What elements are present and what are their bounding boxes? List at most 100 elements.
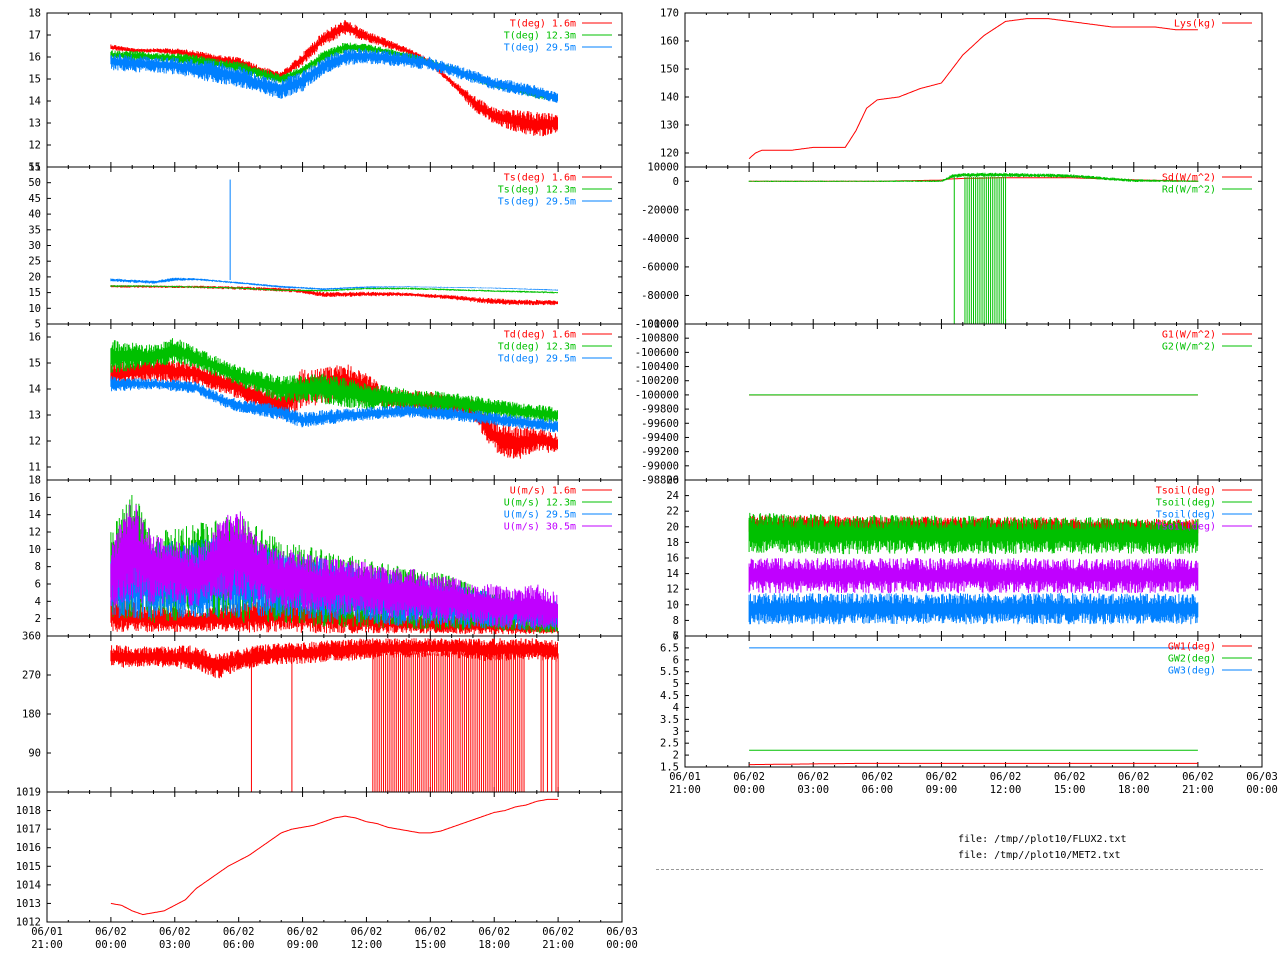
series-band xyxy=(110,638,558,679)
series-gw-0 xyxy=(749,762,1198,766)
x-tick-label: 06/02 xyxy=(862,771,894,783)
x-tick-label: 06/02 xyxy=(478,926,510,938)
y-tick-label: 20 xyxy=(28,271,41,283)
y-tick-label: 10 xyxy=(28,544,41,556)
panel-tsoil: 68101214161820222426Tsoil(deg)Tsoil(deg)… xyxy=(666,475,1263,643)
series-band xyxy=(748,558,1199,594)
series-band xyxy=(110,48,558,103)
y-tick-label: 22 xyxy=(666,506,679,518)
y-tick-label: -100200 xyxy=(635,375,679,387)
y-tick-label: 1012 xyxy=(16,917,41,929)
x-tick-label: 06/02 xyxy=(1118,771,1150,783)
series-ts-2 xyxy=(110,277,558,291)
x-tick-label: 00:00 xyxy=(733,784,765,796)
y-tick-label: -40000 xyxy=(641,233,679,245)
y-tick-label: 8 xyxy=(673,615,679,627)
series-tsoil-2 xyxy=(748,593,1199,625)
y-tick-label: 5 xyxy=(673,678,679,690)
y-tick-label: 1013 xyxy=(16,898,41,910)
legend-label: T(deg) 12.3m xyxy=(504,31,576,42)
legend-label: U(m/s) 1.6m xyxy=(510,486,576,497)
legend-label: Td(deg) 1.6m xyxy=(504,330,576,341)
x-tick-label: 06/02 xyxy=(990,771,1022,783)
y-tick-label: -98800 xyxy=(641,475,679,487)
separator-line xyxy=(656,869,1263,870)
x-tick-label: 00:00 xyxy=(1246,784,1278,796)
y-tick-label: 7 xyxy=(673,631,679,643)
x-tick-label: 06/02 xyxy=(223,926,255,938)
series-t-2 xyxy=(110,48,558,103)
x-tick-label: 09:00 xyxy=(287,939,319,951)
y-tick-label: 4 xyxy=(35,596,41,608)
x-tick-label: 06/01 xyxy=(31,926,63,938)
y-tick-label: 1019 xyxy=(16,787,41,799)
series-band xyxy=(748,512,1199,555)
series-td-2 xyxy=(110,376,558,433)
y-tick-label: 6 xyxy=(673,654,679,666)
panel-frame xyxy=(46,791,623,923)
y-tick-label: 3 xyxy=(673,726,679,738)
legend-label: G1(W/m^2) xyxy=(1162,330,1216,341)
legend-label: Tsoil(deg) xyxy=(1156,522,1216,533)
y-tick-label: 170 xyxy=(660,8,679,20)
x-tick-label: 18:00 xyxy=(1118,784,1150,796)
y-tick-label: -99200 xyxy=(641,446,679,458)
y-tick-label: 18 xyxy=(28,8,41,20)
y-tick-label: 1014 xyxy=(16,879,41,891)
y-tick-label: 1015 xyxy=(16,861,41,873)
legend-label: Tsoil(deg) xyxy=(1156,498,1216,509)
y-tick-label: 15 xyxy=(28,358,41,370)
y-tick-label: 140 xyxy=(660,92,679,104)
series-band xyxy=(110,338,558,422)
y-tick-label: -99800 xyxy=(641,404,679,416)
x-tick-label: 21:00 xyxy=(542,939,574,951)
y-tick-label: 18 xyxy=(666,537,679,549)
y-tick-label: 0 xyxy=(673,176,679,188)
x-tick-label: 15:00 xyxy=(415,939,447,951)
y-tick-label: 1016 xyxy=(16,842,41,854)
y-tick-label: -100400 xyxy=(635,361,679,373)
x-tick-label: 06/02 xyxy=(415,926,447,938)
x-tick-label: 21:00 xyxy=(669,784,701,796)
y-tick-label: 26 xyxy=(666,475,679,487)
legend-label: G2(W/m^2) xyxy=(1162,342,1216,353)
legend-label: U(m/s) 29.5m xyxy=(504,510,576,521)
file-label-met: file: /tmp//plot10/MET2.txt xyxy=(958,850,1121,861)
series-dir-0 xyxy=(110,638,558,679)
y-tick-label: 4.5 xyxy=(660,690,679,702)
legend-label: T(deg) 29.5m xyxy=(504,43,576,54)
y-tick-label: -60000 xyxy=(641,261,679,273)
y-tick-label: 180 xyxy=(22,709,41,721)
y-tick-label: -100600 xyxy=(635,347,679,359)
y-tick-label: 24 xyxy=(666,490,679,502)
y-tick-label: 160 xyxy=(660,36,679,48)
series-band xyxy=(110,285,558,294)
y-tick-label: 1.5 xyxy=(660,762,679,774)
y-tick-label: 18 xyxy=(28,475,41,487)
y-tick-label: 15 xyxy=(28,287,41,299)
series-line xyxy=(749,762,1198,766)
y-tick-label: 11 xyxy=(28,162,41,174)
y-tick-label: 16 xyxy=(28,332,41,344)
series-line xyxy=(110,798,559,916)
y-tick-label: 130 xyxy=(660,120,679,132)
y-tick-label: -100000 xyxy=(635,389,679,401)
legend-label: GW1(deg) xyxy=(1168,642,1216,653)
legend-label: Ts(deg) 29.5m xyxy=(498,197,576,208)
x-tick-label: 15:00 xyxy=(1054,784,1086,796)
x-tick-label: 06/02 xyxy=(797,771,829,783)
y-tick-label: -99400 xyxy=(641,432,679,444)
legend-label: Ts(deg) 1.6m xyxy=(504,173,576,184)
y-tick-label: 5 xyxy=(35,319,41,331)
y-tick-label: -99600 xyxy=(641,418,679,430)
legend-label: U(m/s) 30.5m xyxy=(504,522,576,533)
y-tick-label: 16 xyxy=(28,52,41,64)
legend-label: Tsoil(deg) xyxy=(1156,486,1216,497)
y-tick-label: 12 xyxy=(666,584,679,596)
y-tick-label: 10000 xyxy=(647,162,679,174)
y-tick-label: -101000 xyxy=(635,319,679,331)
legend-label: U(m/s) 12.3m xyxy=(504,498,576,509)
y-tick-label: 14 xyxy=(28,96,41,108)
